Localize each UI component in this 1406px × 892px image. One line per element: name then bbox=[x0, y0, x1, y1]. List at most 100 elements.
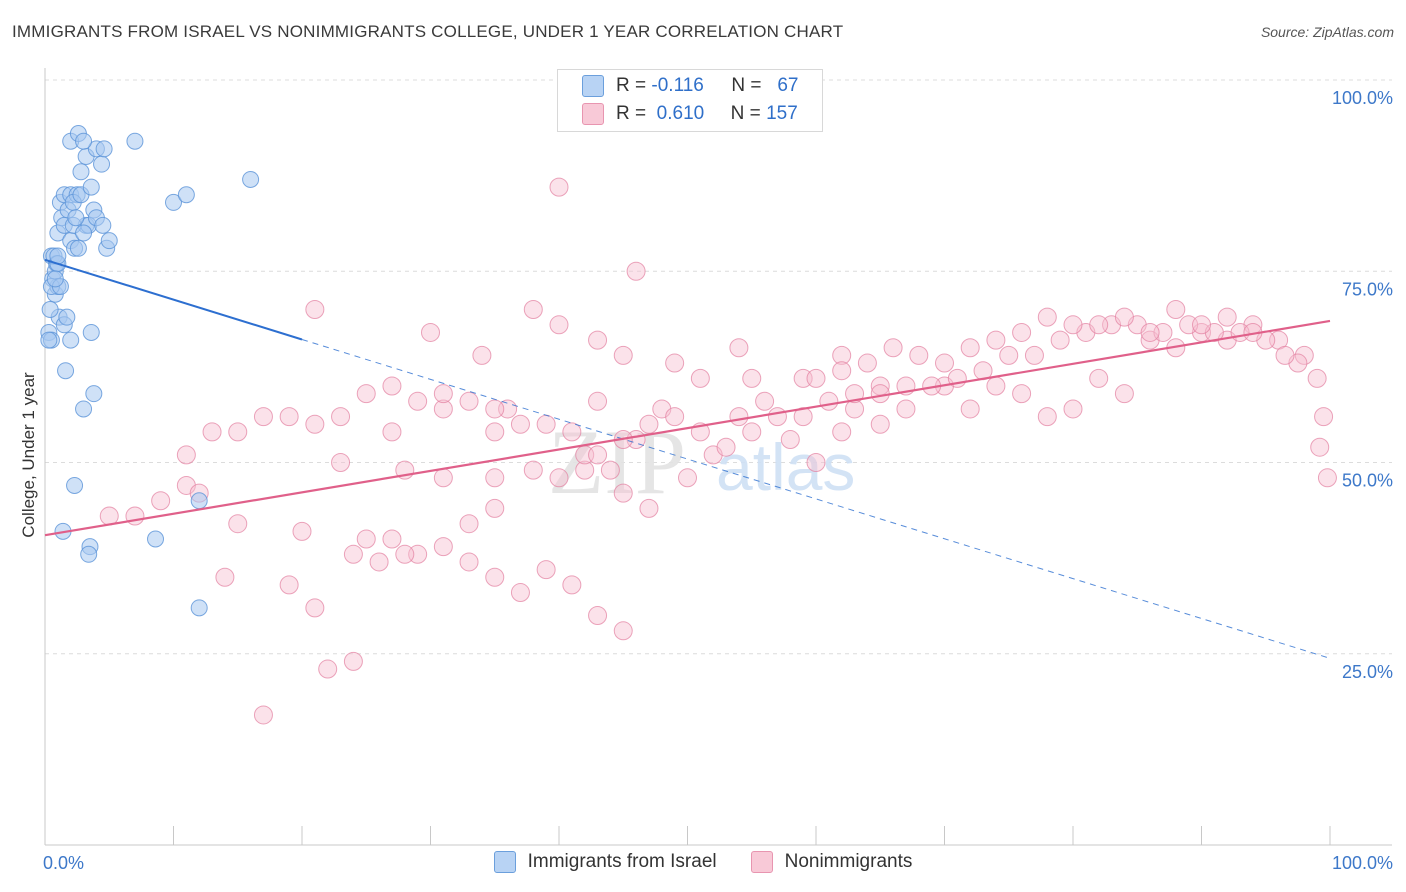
nonimmigrants-point bbox=[151, 491, 171, 511]
nonimmigrants-point bbox=[780, 430, 800, 450]
nonimmigrants-point bbox=[536, 414, 556, 434]
nonimmigrants-legend-swatch bbox=[750, 851, 773, 873]
nonimmigrants-point bbox=[1314, 407, 1334, 427]
israel-point bbox=[62, 331, 80, 349]
nonimmigrants-point bbox=[536, 560, 556, 580]
nonimmigrants-points bbox=[99, 177, 1337, 725]
nonimmigrants-point bbox=[1012, 384, 1032, 404]
nonimmigrants-point bbox=[678, 468, 697, 488]
israel-point bbox=[165, 193, 182, 211]
nonimmigrants-point bbox=[485, 422, 505, 442]
nonimmigrants-point bbox=[485, 399, 505, 419]
nonimmigrants-point bbox=[832, 345, 852, 365]
nonimmigrants-point bbox=[986, 376, 1006, 396]
nonimmigrants-point bbox=[665, 407, 685, 427]
nonimmigrants-point bbox=[626, 261, 646, 281]
israel-legend-swatch bbox=[493, 851, 516, 873]
israel-point bbox=[66, 476, 84, 494]
nonimmigrants-point bbox=[716, 437, 736, 457]
stats-row-israel: R = -0.116 N = 67 bbox=[582, 72, 798, 100]
n-value-nonimmigrants: 157 bbox=[766, 103, 798, 124]
nonimmigrants-point bbox=[1037, 307, 1057, 327]
nonimmigrants-point bbox=[305, 598, 325, 618]
israel-point bbox=[75, 400, 93, 418]
israel-point bbox=[72, 163, 90, 181]
israel-point bbox=[41, 301, 59, 318]
nonimmigrants-point bbox=[228, 422, 248, 442]
nonimmigrants-point bbox=[1114, 307, 1134, 327]
nonimmigrants-point bbox=[1317, 468, 1337, 488]
series-legend: Immigrants from Israel Nonimmigrants bbox=[0, 851, 1406, 873]
nonimmigrants-point bbox=[485, 498, 505, 518]
legend-item-nonimmigrants[interactable]: Nonimmigrants bbox=[750, 851, 913, 873]
nonimmigrants-point bbox=[986, 330, 1006, 350]
israel-point bbox=[57, 362, 75, 380]
legend-item-israel[interactable]: Immigrants from Israel bbox=[493, 851, 717, 873]
nonimmigrants-point bbox=[690, 368, 710, 388]
nonimmigrants-point bbox=[870, 414, 890, 434]
stats-legend: R = -0.116 N = 67 R = 0.610 N = 157 bbox=[557, 69, 823, 132]
nonimmigrants-swatch bbox=[582, 103, 604, 125]
israel-point bbox=[93, 155, 111, 173]
nonimmigrants-point bbox=[845, 384, 865, 404]
nonimmigrants-point bbox=[433, 537, 453, 557]
nonimmigrants-point bbox=[459, 514, 479, 534]
r-value-israel: -0.116 bbox=[651, 75, 704, 96]
nonimmigrants-point bbox=[729, 338, 749, 358]
r-value-nonimmigrants: 0.610 bbox=[656, 103, 705, 124]
israel-point bbox=[190, 599, 208, 617]
nonimmigrants-point bbox=[485, 567, 505, 587]
source-label: Source: ZipAtlas.com bbox=[1260, 24, 1394, 40]
nonimmigrants-point bbox=[999, 345, 1019, 365]
nonimmigrants-point bbox=[742, 422, 762, 442]
axes bbox=[44, 68, 1392, 846]
nonimmigrants-point bbox=[305, 300, 325, 319]
nonimmigrants-point bbox=[1089, 315, 1109, 335]
nonimmigrants-point bbox=[523, 300, 543, 319]
nonimmigrants-point bbox=[292, 521, 312, 541]
nonimmigrants-point bbox=[395, 544, 415, 564]
nonimmigrants-point bbox=[459, 552, 479, 572]
legend-label-nonimmigrants: Nonimmigrants bbox=[784, 851, 913, 872]
nonimmigrants-point bbox=[960, 399, 980, 419]
israel-point bbox=[75, 224, 93, 242]
nonimmigrants-point bbox=[382, 376, 402, 396]
nonimmigrants-point bbox=[1294, 345, 1314, 365]
gridlines bbox=[45, 79, 1392, 655]
legend-label-israel: Immigrants from Israel bbox=[527, 851, 717, 872]
nonimmigrants-point bbox=[1217, 307, 1237, 327]
nonimmigrants-point bbox=[767, 407, 787, 427]
nonimmigrants-point bbox=[729, 407, 749, 427]
nonimmigrants-point bbox=[1012, 322, 1032, 342]
nonimmigrants-point bbox=[960, 338, 980, 358]
nonimmigrants-point bbox=[613, 483, 633, 503]
nonimmigrants-trend-line bbox=[44, 319, 1331, 537]
nonimmigrants-point bbox=[665, 353, 685, 373]
watermark-zip: ZIP bbox=[548, 411, 686, 513]
israel-point bbox=[82, 178, 100, 196]
israel-points bbox=[40, 125, 260, 617]
israel-trend-extension bbox=[301, 339, 1331, 659]
nonimmigrants-point bbox=[832, 422, 852, 442]
nonimmigrants-point bbox=[935, 353, 954, 373]
israel-point bbox=[177, 186, 195, 204]
watermark-atlas: atlas bbox=[716, 430, 855, 504]
nonimmigrants-point bbox=[806, 453, 826, 472]
nonimmigrants-point bbox=[1063, 315, 1083, 335]
nonimmigrants-point bbox=[1275, 345, 1295, 365]
nonimmigrants-point bbox=[1166, 300, 1186, 319]
israel-point bbox=[100, 232, 118, 250]
nonimmigrants-point bbox=[613, 621, 633, 641]
nonimmigrants-point bbox=[755, 391, 775, 411]
nonimmigrants-point bbox=[305, 414, 325, 434]
y-tick-label: 100.0% bbox=[1332, 88, 1393, 108]
nonimmigrants-point bbox=[1024, 345, 1044, 365]
nonimmigrants-point bbox=[176, 445, 196, 465]
nonimmigrants-point bbox=[369, 552, 389, 572]
nonimmigrants-point bbox=[523, 460, 543, 480]
nonimmigrants-point bbox=[549, 315, 569, 335]
stats-row-nonimmigrants: R = 0.610 N = 157 bbox=[582, 100, 798, 128]
israel-point bbox=[95, 140, 113, 158]
nonimmigrants-point bbox=[433, 399, 453, 419]
